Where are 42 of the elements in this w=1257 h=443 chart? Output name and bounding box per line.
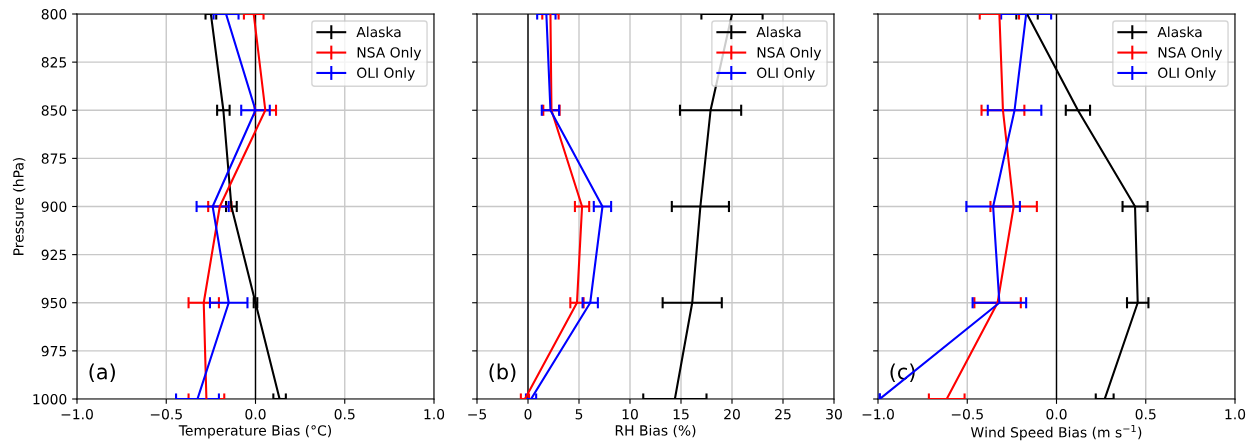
y-tick-label: 850 <box>41 105 67 116</box>
legend-label: Alaska <box>1157 26 1202 38</box>
y-tick-label: 875 <box>41 153 67 164</box>
y-tick-label: 825 <box>41 57 67 68</box>
x-tick-label: 0 <box>524 408 532 420</box>
x-tick-label: −5 <box>468 409 487 420</box>
x-tick-label: 0.0 <box>245 408 266 420</box>
legend-label: NSA Only <box>757 46 822 61</box>
y-axis-title: Pressure (hPa) <box>12 157 26 255</box>
x-tick-label: 30 <box>826 408 842 420</box>
x-tick-label: 10 <box>622 408 638 420</box>
x-tick-label: 15 <box>673 409 689 420</box>
legend-label: OLI Only <box>1158 67 1216 81</box>
legend-label: OLI Only <box>757 67 815 81</box>
y-tick-label: 925 <box>41 249 67 261</box>
y-tick-label: 800 <box>41 8 67 20</box>
x-tick-label: 0.0 <box>1046 408 1067 420</box>
y-tick-label: 1000 <box>33 393 67 405</box>
x-tick-label: −1.0 <box>61 408 93 420</box>
x-axis-title: Wind Speed Bias (m s$^{−1}$) <box>970 424 1142 441</box>
x-tick-label: −1.0 <box>862 408 894 420</box>
legend-label: NSA Only <box>1158 46 1223 61</box>
x-tick-label: 25 <box>775 408 791 420</box>
x-tick-label: −0.5 <box>150 408 182 420</box>
legend-label: NSA Only <box>357 46 422 61</box>
x-tick-label: 0.5 <box>1135 408 1156 420</box>
x-tick-label: 20 <box>724 408 740 420</box>
x-tick-label: 1.0 <box>424 408 445 420</box>
x-axis-title: Temperature Bias (°C) <box>178 424 332 439</box>
y-tick-label: 950 <box>41 297 67 309</box>
annotation: (a) <box>89 363 115 383</box>
x-tick-label: 0.5 <box>334 408 355 420</box>
x-axis-title: RH Bias (%) <box>615 424 696 438</box>
x-tick-label: 5 <box>575 409 583 420</box>
x-tick-label: −0.5 <box>951 408 983 420</box>
y-tick-label: 975 <box>41 345 67 357</box>
y-tick-label: 900 <box>41 201 67 212</box>
legend-label: Alaska <box>756 26 801 38</box>
legend-label: Alaska <box>356 26 401 38</box>
x-tick-label: 1.0 <box>1225 408 1246 420</box>
annotation: (b) <box>489 363 516 383</box>
legend-label: OLI Only <box>357 67 415 81</box>
